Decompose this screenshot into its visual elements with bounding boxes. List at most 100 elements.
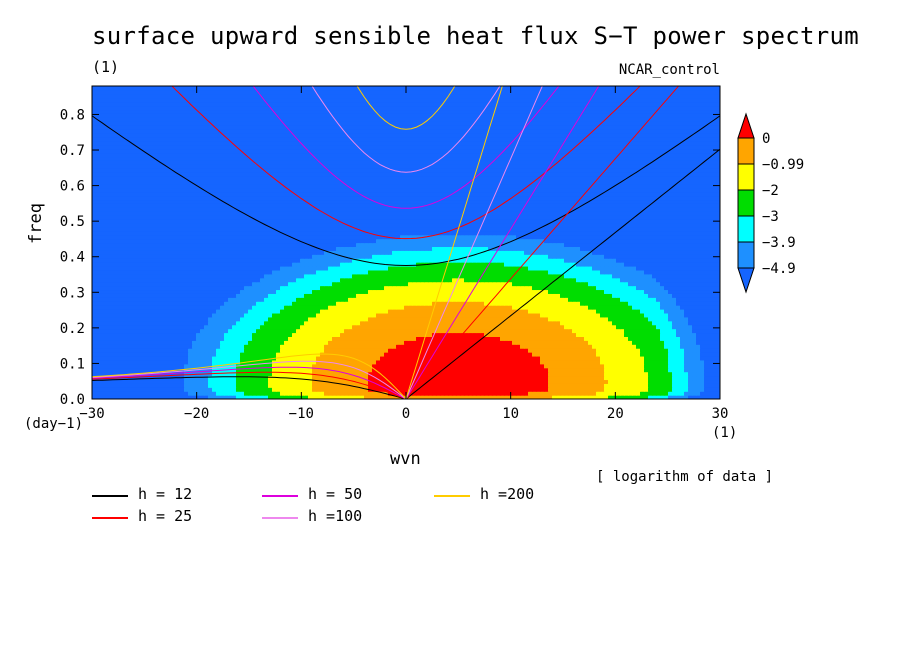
field-cell: [156, 324, 161, 330]
field-cell: [168, 355, 173, 361]
field-cell: [104, 316, 109, 322]
field-cell: [540, 281, 545, 287]
field-cell: [608, 387, 613, 392]
field-cell: [688, 379, 693, 384]
field-cell: [520, 359, 525, 365]
field-cell: [380, 336, 385, 341]
field-cell: [96, 301, 101, 306]
field-cell: [564, 340, 569, 345]
field-cell: [324, 293, 329, 298]
field-cell: [700, 371, 705, 377]
field-cell: [376, 359, 381, 365]
field-cell: [580, 332, 585, 337]
field-cell: [272, 289, 277, 294]
field-cell: [504, 363, 509, 369]
field-cell: [700, 367, 705, 373]
field-cell: [312, 293, 317, 298]
field-cell: [628, 281, 633, 287]
field-cell: [180, 309, 185, 314]
field-cell: [116, 320, 121, 326]
field-cell: [120, 293, 125, 298]
field-cell: [568, 305, 573, 310]
field-cell: [632, 340, 637, 345]
field-cell: [700, 309, 705, 314]
field-cell: [556, 344, 561, 349]
field-cell: [492, 309, 497, 314]
field-cell: [616, 355, 621, 361]
field-cell: [404, 375, 409, 381]
field-cell: [596, 301, 601, 306]
field-cell: [212, 281, 217, 287]
field-cell: [488, 344, 493, 349]
field-cell: [280, 387, 285, 392]
field-cell: [548, 363, 553, 369]
field-cell: [140, 379, 145, 384]
field-cell: [288, 281, 293, 287]
field-cell: [420, 340, 425, 345]
field-cell: [108, 352, 113, 357]
field-cell: [308, 367, 313, 373]
field-cell: [460, 375, 465, 381]
field-cell: [464, 289, 469, 294]
field-cell: [144, 363, 149, 369]
field-cell: [468, 312, 473, 318]
field-cell: [556, 352, 561, 357]
field-cell: [176, 348, 181, 353]
field-cell: [452, 320, 457, 326]
field-cell: [616, 336, 621, 341]
field-cell: [368, 344, 373, 349]
field-cell: [708, 324, 713, 330]
field-cell: [216, 277, 221, 283]
field-cell: [360, 332, 365, 337]
field-cell: [148, 301, 153, 306]
field-cell: [552, 344, 557, 349]
field-cell: [408, 301, 413, 306]
field-cell: [620, 328, 625, 334]
field-cell: [256, 355, 261, 361]
field-cell: [248, 328, 253, 334]
field-cell: [140, 281, 145, 287]
field-cell: [268, 383, 273, 388]
field-cell: [240, 301, 245, 306]
field-cell: [296, 328, 301, 334]
field-cell: [700, 305, 705, 310]
field-cell: [304, 375, 309, 381]
field-cell: [176, 387, 181, 392]
field-cell: [516, 355, 521, 361]
field-cell: [644, 312, 649, 318]
field-cell: [536, 379, 541, 384]
field-cell: [128, 387, 133, 392]
field-cell: [656, 359, 661, 365]
field-cell: [704, 363, 709, 369]
field-cell: [300, 289, 305, 294]
field-cell: [444, 285, 449, 291]
field-cell: [336, 355, 341, 361]
field-cell: [708, 367, 713, 373]
field-cell: [136, 324, 141, 330]
field-cell: [368, 348, 373, 353]
field-cell: [588, 328, 593, 334]
field-cell: [712, 297, 717, 302]
field-cell: [512, 387, 517, 392]
field-cell: [412, 324, 417, 330]
field-cell: [356, 336, 361, 341]
field-cell: [92, 359, 97, 365]
field-cell: [236, 273, 241, 279]
field-cell: [396, 328, 401, 334]
field-cell: [108, 297, 113, 302]
field-cell: [488, 387, 493, 392]
field-cell: [472, 328, 477, 334]
field-cell: [152, 363, 157, 369]
field-cell: [536, 328, 541, 334]
field-cell: [520, 289, 525, 294]
field-cell: [540, 324, 545, 330]
field-cell: [652, 281, 657, 287]
field-cell: [232, 277, 237, 283]
field-cell: [252, 328, 257, 334]
field-cell: [640, 375, 645, 381]
field-cell: [592, 285, 597, 291]
field-cell: [484, 395, 489, 399]
field-cell: [708, 301, 713, 306]
field-cell: [520, 277, 525, 283]
field-cell: [252, 367, 257, 373]
